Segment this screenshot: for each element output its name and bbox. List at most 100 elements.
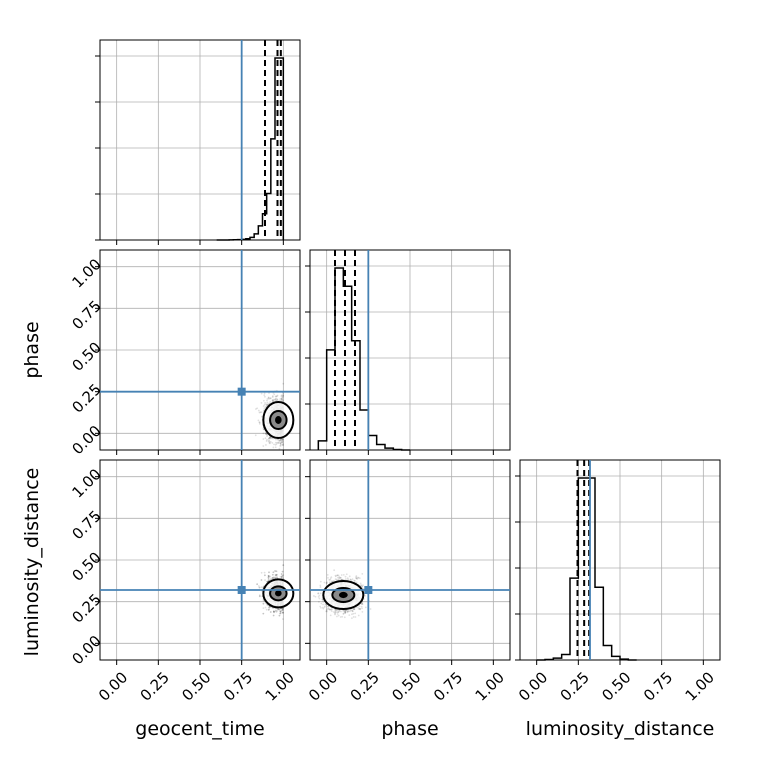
sample-point: [282, 577, 285, 580]
sample-point: [344, 611, 346, 614]
sample-point: [258, 586, 261, 589]
sample-point: [275, 570, 278, 573]
sample-point: [281, 608, 284, 611]
sample-point: [342, 609, 344, 612]
sample-point: [256, 583, 259, 586]
sample-point: [352, 616, 355, 618]
sample-point: [274, 610, 277, 612]
sample-point: [282, 438, 284, 441]
sample-point: [265, 444, 267, 446]
truth-marker: [237, 586, 246, 594]
sample-point: [279, 397, 282, 400]
histogram-panel-luminosity-distance: 0.00 0.25 0.50 0.75 1.00: [515, 459, 721, 705]
sample-point: [268, 608, 271, 611]
density-peak: [338, 591, 348, 599]
sample-point: [258, 422, 261, 425]
sample-point: [260, 401, 263, 404]
sample-point: [353, 608, 355, 611]
sample-point: [280, 576, 283, 578]
sample-point: [349, 578, 352, 581]
sample-point: [274, 441, 277, 444]
sample-point: [281, 441, 284, 443]
sample-point: [278, 439, 280, 442]
sample-point: [349, 609, 352, 612]
sample-point: [317, 592, 320, 595]
sample-point: [272, 610, 275, 613]
sample-point: [279, 442, 282, 445]
sample-point: [262, 405, 265, 407]
y-axis-label-luminosity-distance: luminosity_distance: [21, 468, 43, 657]
sample-point: [273, 610, 275, 613]
sample-point: [279, 442, 282, 445]
x-tick-label: 0.75: [640, 668, 676, 704]
sample-point: [352, 612, 355, 615]
sample-point: [269, 397, 272, 400]
sample-point: [344, 610, 347, 613]
y-tick-label: 0.25: [69, 380, 105, 416]
sample-point: [273, 393, 276, 396]
sample-point: [266, 404, 268, 406]
sample-point: [336, 615, 338, 618]
sample-point: [327, 576, 329, 579]
sample-point: [282, 564, 285, 567]
sample-point: [277, 608, 280, 611]
sample-point: [358, 607, 361, 610]
sample-point: [265, 440, 268, 442]
sample-point: [281, 398, 284, 401]
sample-point: [360, 585, 363, 587]
sample-point: [282, 564, 285, 567]
sample-point: [358, 605, 361, 607]
x-axis-label-luminosity-distance: luminosity_distance: [526, 718, 715, 740]
sample-point: [276, 395, 278, 398]
sample-point: [353, 579, 356, 582]
histogram-step-line: [317, 267, 410, 451]
sample-point: [275, 574, 278, 577]
sample-point: [280, 443, 282, 446]
sample-point: [270, 578, 272, 581]
sample-point: [279, 439, 282, 442]
sample-point: [271, 437, 273, 440]
sample-point: [321, 598, 324, 601]
sample-point: [355, 577, 358, 580]
truth-marker: [237, 387, 246, 396]
sample-point: [274, 574, 277, 576]
sample-point: [361, 585, 364, 588]
sample-point: [262, 607, 265, 610]
sample-point: [361, 602, 363, 605]
sample-point: [282, 612, 284, 614]
sample-point: [281, 438, 284, 441]
sample-point: [331, 608, 334, 610]
joint-panel-luminosity-distance-vs-phase: 0.00 0.25 0.50 0.75 1.00: [305, 459, 511, 705]
sample-point: [362, 584, 365, 587]
sample-point: [321, 598, 324, 601]
sample-point: [342, 612, 345, 615]
y-tick-label: 0.75: [69, 297, 105, 333]
sample-point: [330, 608, 333, 611]
sample-point: [278, 447, 281, 450]
sample-point: [280, 394, 283, 397]
sample-point: [269, 440, 272, 443]
sample-point: [314, 595, 317, 598]
sample-point: [269, 611, 272, 613]
sample-point: [280, 439, 283, 442]
sample-point: [319, 580, 322, 583]
sample-point: [317, 600, 320, 603]
sample-point: [256, 407, 259, 410]
sample-point: [340, 610, 342, 613]
sample-point: [338, 578, 340, 580]
sample-point: [281, 570, 284, 573]
sample-point: [276, 438, 279, 441]
sample-point: [268, 439, 271, 442]
sample-point: [282, 618, 284, 620]
sample-point: [264, 579, 266, 581]
sample-point: [328, 608, 331, 611]
sample-point: [343, 616, 346, 619]
y-tick-label: 0.75: [69, 507, 105, 543]
sample-point: [271, 399, 274, 402]
sample-point: [346, 611, 349, 614]
sample-point: [267, 396, 270, 399]
sample-point: [328, 579, 331, 581]
histogram-panel-geocent-time: [95, 39, 301, 245]
sample-point: [337, 611, 339, 613]
sample-point: [278, 608, 280, 611]
